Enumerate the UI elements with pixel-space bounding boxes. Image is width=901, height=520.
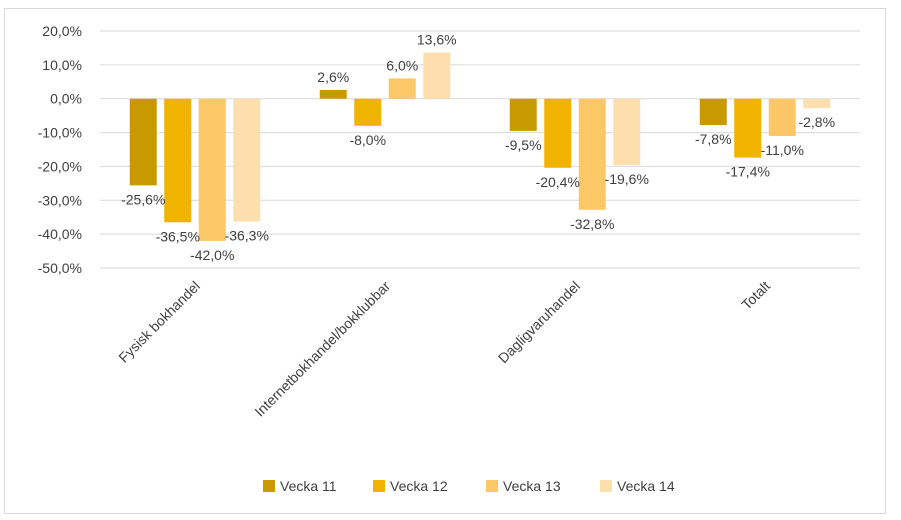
data-label: -32,8%: [570, 216, 614, 232]
bar: [768, 98, 796, 136]
data-label: -2,8%: [798, 114, 835, 130]
data-label: 6,0%: [386, 57, 418, 73]
bar: [509, 98, 537, 131]
legend-swatch: [600, 480, 612, 492]
bar: [803, 98, 831, 109]
data-label: -9,5%: [505, 137, 542, 153]
bar: [354, 98, 382, 126]
legend-label: Vecka 11: [280, 478, 337, 494]
y-tick-label: -10,0%: [38, 125, 82, 141]
data-label: -25,6%: [121, 191, 165, 207]
data-label: -17,4%: [726, 164, 770, 180]
y-tick-label: -30,0%: [38, 192, 82, 208]
category-label: Fysisk bokhandel: [115, 278, 203, 366]
data-label: -8,0%: [349, 132, 386, 148]
data-label: -42,0%: [190, 247, 234, 263]
y-tick-label: -20,0%: [38, 158, 82, 174]
bar: [388, 78, 416, 99]
data-label: -7,8%: [695, 131, 732, 147]
data-label: -11,0%: [761, 142, 804, 158]
legend-label: Vecka 13: [503, 478, 561, 494]
legend-label: Vecka 12: [390, 478, 448, 494]
bar: [699, 98, 727, 126]
data-label: -36,5%: [156, 228, 200, 244]
bar: [734, 98, 762, 158]
data-label: -20,4%: [536, 174, 580, 190]
y-tick-label: 10,0%: [42, 57, 82, 73]
y-tick-label: 20,0%: [42, 23, 82, 39]
legend-label: Vecka 14: [617, 478, 675, 494]
bar: [544, 98, 572, 168]
data-label: -36,3%: [225, 228, 269, 244]
bar: [613, 98, 641, 166]
y-tick-label: -40,0%: [38, 226, 82, 242]
legend-swatch: [263, 480, 275, 492]
category-label: Dagligvaruhandel: [495, 278, 583, 366]
bar: [129, 98, 157, 186]
data-label: -19,6%: [605, 171, 649, 187]
data-label: 13,6%: [417, 32, 457, 48]
y-tick-label: 0,0%: [50, 91, 82, 107]
legend-swatch: [373, 480, 385, 492]
bar: [423, 52, 451, 99]
data-label: 2,6%: [317, 69, 349, 85]
y-tick-label: -50,0%: [38, 260, 82, 276]
bar: [578, 98, 606, 210]
bar: [164, 98, 192, 223]
bar: [233, 98, 261, 222]
bar: [198, 98, 226, 241]
bar: [319, 89, 347, 99]
category-label: Internetbokhandel/bokklubbar: [251, 278, 393, 420]
category-label: Totalt: [738, 278, 773, 313]
legend-swatch: [486, 480, 498, 492]
